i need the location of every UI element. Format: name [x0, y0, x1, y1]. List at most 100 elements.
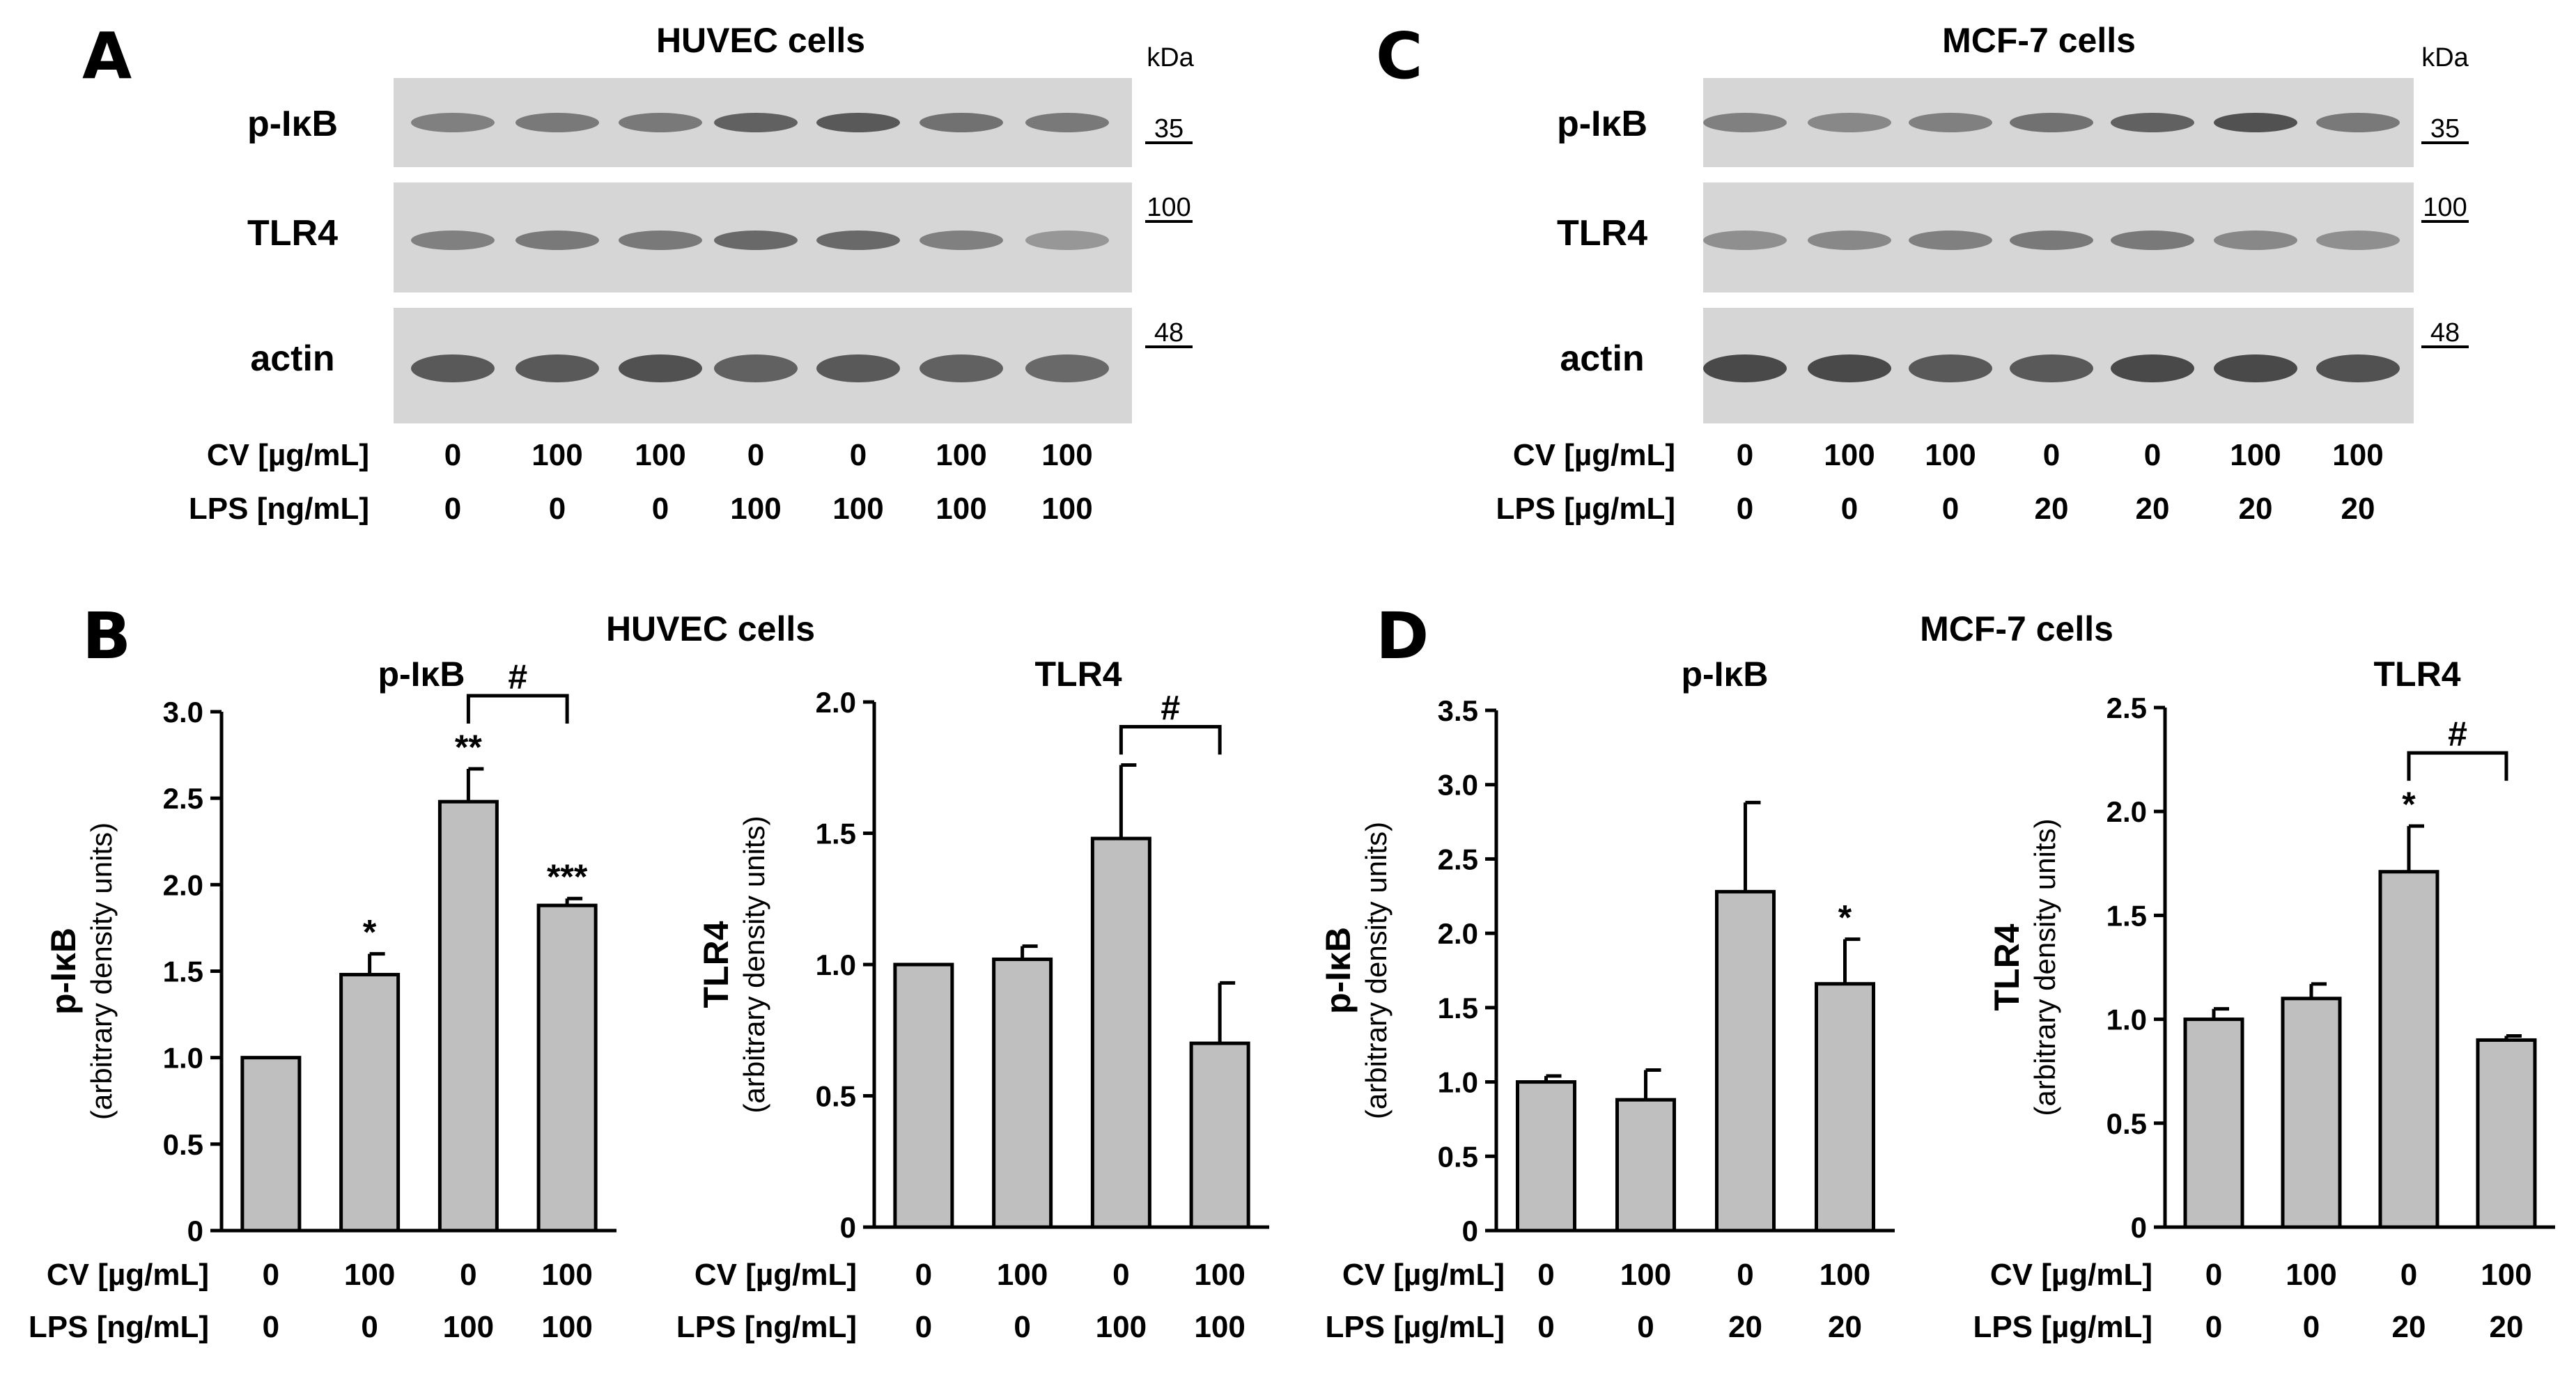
blot-band	[2214, 231, 2297, 250]
condition-value: 100	[635, 438, 685, 472]
condition-label: LPS [ng/mL]	[29, 1310, 209, 1344]
blot-band	[1909, 354, 1992, 382]
significance-bracket	[1119, 724, 1222, 755]
blot-band	[619, 231, 702, 250]
condition-value: 0	[1841, 492, 1858, 526]
condition-label: LPS [µg/mL]	[1325, 1310, 1505, 1344]
y-tick-label: 1.5	[816, 818, 856, 850]
y-axis-label: p-IκB	[44, 928, 83, 1015]
condition-value: 100	[344, 1258, 395, 1292]
chart-title: TLR4	[2374, 655, 2461, 694]
blot-band	[1808, 354, 1891, 382]
y-axis-sublabel: (arbitrary density units)	[1360, 822, 1392, 1119]
blot-band	[2111, 354, 2194, 382]
y-tick-label: 1.0	[816, 949, 856, 981]
bar	[1715, 889, 1776, 1233]
condition-value: 100	[997, 1258, 1048, 1292]
condition-value: 100	[936, 492, 986, 526]
bar	[1189, 1041, 1250, 1229]
y-tick-label: 0	[187, 1215, 203, 1247]
y-tick-label: 0.5	[2106, 1107, 2147, 1140]
condition-value: 0	[1737, 492, 1753, 526]
condition-value: 100	[532, 438, 582, 472]
condition-value: 0	[2303, 1310, 2320, 1344]
blot-band	[619, 113, 702, 132]
panel-letter-b: B	[82, 599, 131, 673]
condition-value: 100	[1096, 1310, 1147, 1344]
condition-label: CV [µg/mL]	[695, 1258, 857, 1292]
bar	[1815, 982, 1875, 1233]
condition-value: 100	[832, 492, 883, 526]
bracket-label: #	[2448, 715, 2467, 754]
condition-value: 100	[1824, 438, 1875, 472]
significance-marker: *	[1838, 898, 1852, 937]
blot-band	[515, 231, 599, 250]
condition-label: LPS [µg/mL]	[1973, 1310, 2152, 1344]
y-tick-label: 3.5	[1438, 694, 1478, 727]
condition-value: 100	[1820, 1258, 1870, 1292]
condition-value: 20	[1828, 1310, 1862, 1344]
y-tick-label: 0	[840, 1211, 856, 1244]
unit-label: kDa	[2421, 43, 2469, 72]
condition-value: 0	[1942, 492, 1959, 526]
y-tick-label: 2.0	[1438, 917, 1478, 950]
y-axis-sublabel: (arbitrary density units)	[738, 816, 770, 1113]
marker-label: 35	[2430, 114, 2460, 143]
blot-row-label: TLR4	[1557, 213, 1647, 253]
blot-band	[1025, 354, 1109, 382]
panel-letter-a: A	[82, 19, 132, 93]
bar	[1615, 1098, 1676, 1233]
condition-value: 20	[2239, 492, 2273, 526]
y-tick-label: 0	[1462, 1215, 1478, 1247]
y-tick-label: 2.0	[816, 686, 856, 719]
marker-label: 35	[1154, 114, 1184, 143]
condition-value: 0	[444, 438, 461, 472]
unit-label: kDa	[1147, 43, 1194, 72]
y-axis-label: TLR4	[697, 921, 736, 1008]
y-tick-label: 1.5	[163, 955, 203, 988]
bar	[1090, 836, 1151, 1229]
blot-band	[515, 354, 599, 382]
blot-band	[1025, 113, 1109, 132]
condition-value: 0	[549, 492, 566, 526]
condition-value: 0	[1112, 1258, 1129, 1292]
bar	[2476, 1038, 2537, 1229]
blot-band	[1703, 113, 1787, 132]
condition-value: 0	[1637, 1310, 1654, 1344]
condition-value: 0	[2400, 1258, 2417, 1292]
blot-band	[1703, 231, 1787, 250]
condition-value: 100	[1194, 1310, 1245, 1344]
y-axis-label: TLR4	[1987, 923, 2026, 1011]
blot-band	[2214, 354, 2297, 382]
condition-value: 0	[747, 438, 764, 472]
condition-value: 100	[2286, 1258, 2336, 1292]
y-tick-label: 0.5	[816, 1080, 856, 1113]
bar	[536, 903, 598, 1233]
condition-value: 20	[2490, 1310, 2524, 1344]
blot-band	[2010, 354, 2093, 382]
blot-band	[411, 354, 495, 382]
condition-label: LPS [µg/mL]	[1496, 492, 1675, 526]
blot-row-label: TLR4	[247, 213, 338, 253]
bar	[893, 962, 954, 1229]
condition-value: 0	[1737, 438, 1753, 472]
blot-band	[816, 354, 900, 382]
condition-value: 100	[2332, 438, 2383, 472]
condition-value: 20	[2392, 1310, 2426, 1344]
condition-label: CV [µg/mL]	[47, 1258, 209, 1292]
bar	[992, 957, 1053, 1229]
western-blot-a: kDa p-IκB 35 TLR4 100 actin 48 CV [µg/mL] 0 100 10…	[189, 43, 1195, 526]
marker-label: 48	[1154, 318, 1184, 348]
significance-marker: ***	[547, 857, 588, 896]
condition-value: 100	[1041, 492, 1092, 526]
condition-label: LPS [ng/mL]	[676, 1310, 857, 1344]
marker-label: 48	[2430, 318, 2460, 348]
blot-band	[714, 231, 798, 250]
blot-row-label: actin	[1560, 338, 1644, 379]
blot-band	[2214, 113, 2297, 132]
marker-label: 100	[1147, 193, 1190, 222]
